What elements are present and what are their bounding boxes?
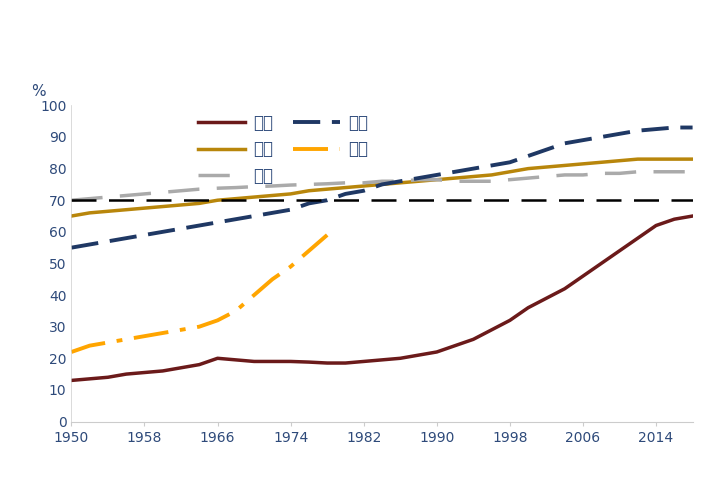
Legend: 中国, 美国, 德国, 日本, 韩国: 中国, 美国, 德国, 日本, 韩国 <box>191 107 375 192</box>
Text: %: % <box>31 84 46 99</box>
